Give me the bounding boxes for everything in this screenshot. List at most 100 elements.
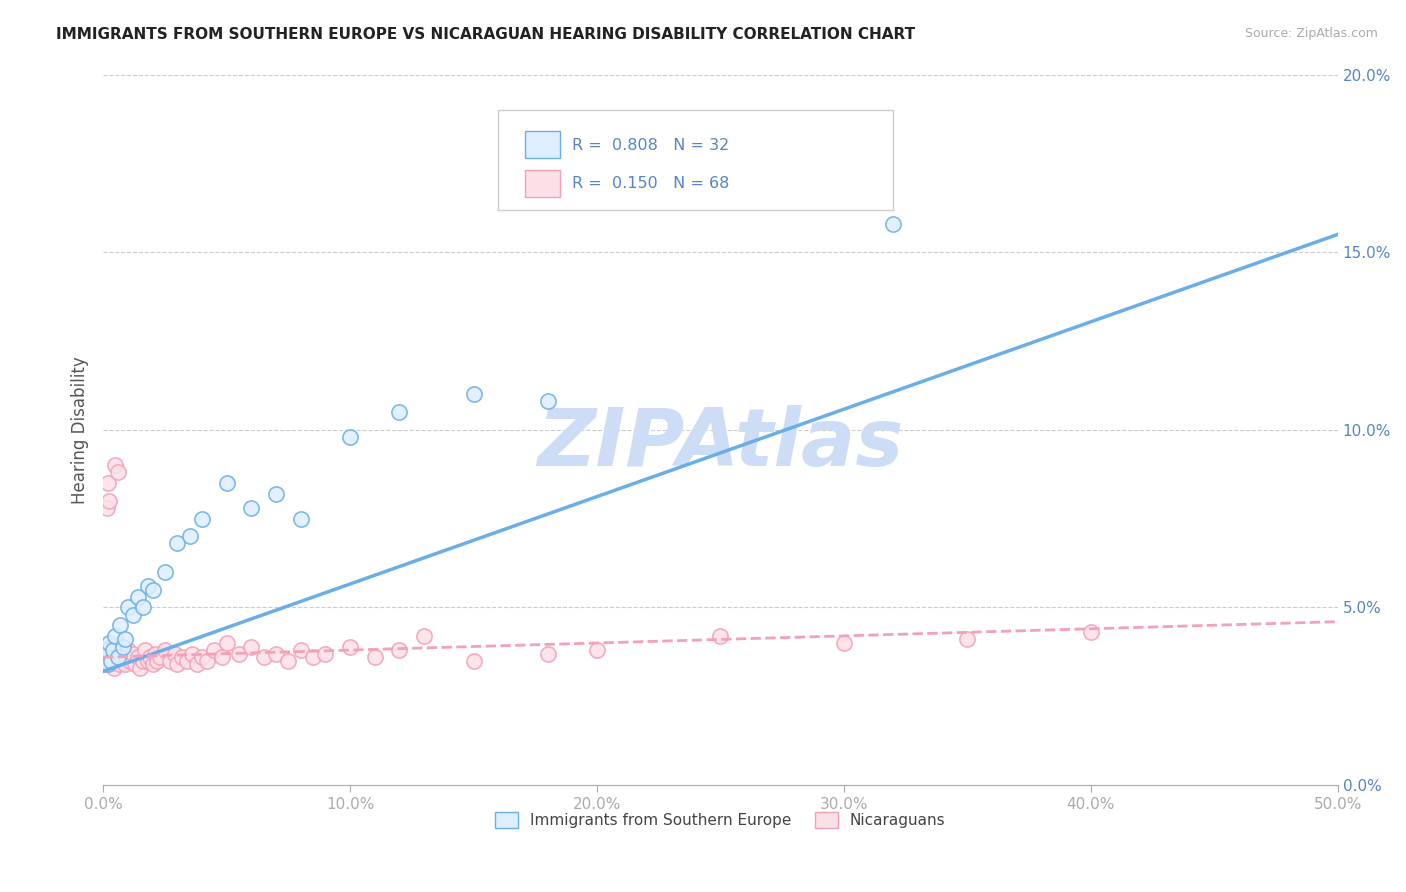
Point <box>104 629 127 643</box>
Point <box>956 632 979 647</box>
Point <box>103 661 125 675</box>
Y-axis label: Hearing Disability: Hearing Disability <box>72 356 89 504</box>
Point <box>388 643 411 657</box>
Point <box>114 632 136 647</box>
Point <box>100 640 122 654</box>
Point <box>94 647 117 661</box>
Point <box>882 217 904 231</box>
Point <box>100 654 122 668</box>
Point <box>98 636 121 650</box>
Point <box>166 536 188 550</box>
Point <box>134 643 156 657</box>
Point <box>120 654 142 668</box>
Point <box>143 647 166 661</box>
Point <box>112 647 135 661</box>
Point <box>290 643 312 657</box>
Point <box>228 647 250 661</box>
Point <box>215 636 238 650</box>
Text: Source: ZipAtlas.com: Source: ZipAtlas.com <box>1244 27 1378 40</box>
Point <box>302 650 325 665</box>
Point <box>104 647 127 661</box>
Point <box>277 654 299 668</box>
Point <box>149 650 172 665</box>
Point <box>117 600 139 615</box>
Point <box>153 643 176 657</box>
Point <box>139 650 162 665</box>
Point <box>98 657 121 672</box>
Point <box>463 654 485 668</box>
Point <box>146 654 169 668</box>
Point <box>832 636 855 650</box>
Point <box>314 647 336 661</box>
Point <box>105 654 128 668</box>
Point <box>264 487 287 501</box>
Point <box>153 565 176 579</box>
Text: IMMIGRANTS FROM SOUTHERN EUROPE VS NICARAGUAN HEARING DISABILITY CORRELATION CHA: IMMIGRANTS FROM SOUTHERN EUROPE VS NICAR… <box>56 27 915 42</box>
Point <box>93 654 115 668</box>
Point <box>110 618 132 632</box>
Point <box>240 500 263 515</box>
Text: R =  0.808   N = 32: R = 0.808 N = 32 <box>572 138 730 153</box>
Point <box>586 643 609 657</box>
Point <box>136 579 159 593</box>
Point <box>96 643 118 657</box>
Point <box>110 650 132 665</box>
Point <box>388 405 411 419</box>
Point <box>131 600 153 615</box>
Point <box>100 654 122 668</box>
Point <box>179 529 201 543</box>
Point <box>339 430 361 444</box>
Point <box>709 629 731 643</box>
Point <box>121 607 143 622</box>
Point <box>97 476 120 491</box>
Point <box>463 387 485 401</box>
Point <box>115 650 138 665</box>
Point <box>129 661 152 675</box>
Point <box>163 647 186 661</box>
Point <box>127 650 149 665</box>
Point <box>264 647 287 661</box>
Point <box>1080 625 1102 640</box>
Point <box>111 654 134 668</box>
Point <box>94 657 117 672</box>
Point <box>195 654 218 668</box>
FancyBboxPatch shape <box>526 131 560 159</box>
Point <box>97 657 120 672</box>
Text: ZIPAtlas: ZIPAtlas <box>537 405 904 483</box>
Point <box>181 647 204 661</box>
Point <box>141 582 163 597</box>
Point <box>93 654 115 668</box>
Point <box>104 458 127 473</box>
Point <box>290 511 312 525</box>
Point <box>96 500 118 515</box>
Point <box>240 640 263 654</box>
Point <box>94 650 117 665</box>
Point <box>98 494 121 508</box>
Point <box>536 647 558 661</box>
Point <box>176 654 198 668</box>
Point <box>172 650 194 665</box>
Point <box>136 654 159 668</box>
Point <box>111 640 134 654</box>
Point <box>107 466 129 480</box>
Point <box>364 650 387 665</box>
Text: R =  0.150   N = 68: R = 0.150 N = 68 <box>572 177 730 192</box>
Point <box>96 643 118 657</box>
Point <box>101 650 124 665</box>
Point <box>536 394 558 409</box>
Point <box>339 640 361 654</box>
FancyBboxPatch shape <box>526 169 560 197</box>
Point <box>121 647 143 661</box>
Point <box>107 643 129 657</box>
Point <box>114 657 136 672</box>
Point <box>97 654 120 668</box>
Point <box>97 650 120 665</box>
Point <box>111 640 134 654</box>
Point <box>166 657 188 672</box>
Point <box>94 650 117 665</box>
Point <box>141 657 163 672</box>
Point <box>127 590 149 604</box>
Point <box>709 192 731 206</box>
Point <box>101 643 124 657</box>
Point <box>131 654 153 668</box>
